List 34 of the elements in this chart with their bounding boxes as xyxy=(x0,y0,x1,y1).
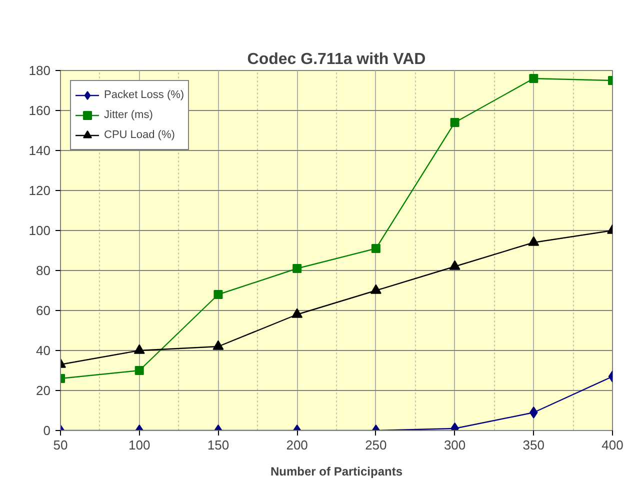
point xyxy=(529,74,538,83)
x-tick-label: 350 xyxy=(522,438,544,452)
chart-title: Codec G.711a with VAD xyxy=(247,51,426,68)
point xyxy=(134,344,145,354)
legend-label: CPU Load (%) xyxy=(104,129,175,141)
x-tick-label: 100 xyxy=(128,438,150,452)
x-tick-label: 400 xyxy=(602,438,624,452)
y-tick-label: 40 xyxy=(36,343,51,358)
point xyxy=(292,308,303,318)
y-tick-label: 100 xyxy=(28,223,51,238)
y-tick-label: 120 xyxy=(28,183,51,198)
x-tick-label: 50 xyxy=(53,438,68,452)
point xyxy=(212,340,224,350)
x-tick-label: 150 xyxy=(207,438,230,452)
y-tick-label: 80 xyxy=(36,263,51,278)
y-tick-label: 60 xyxy=(36,303,51,318)
y-tick-label: 140 xyxy=(28,143,51,158)
x-axis-title: Number of Participants xyxy=(270,464,403,478)
point xyxy=(292,264,302,273)
x-tick-label: 200 xyxy=(286,438,308,452)
point xyxy=(214,290,223,299)
y-tick-label: 160 xyxy=(28,103,51,118)
point xyxy=(371,244,380,253)
y-tick-label: 20 xyxy=(36,383,51,398)
x-tick-label: 250 xyxy=(365,438,387,452)
y-tick-label: 180 xyxy=(28,63,51,78)
legend-label: Jitter (ms) xyxy=(104,109,153,121)
point xyxy=(449,260,460,270)
y-tick-label: 0 xyxy=(43,423,51,438)
point xyxy=(450,118,460,127)
x-tick-label: 300 xyxy=(444,438,466,452)
legend-label: Packet Loss (%) xyxy=(104,89,184,101)
point xyxy=(370,284,382,294)
point xyxy=(528,236,540,246)
